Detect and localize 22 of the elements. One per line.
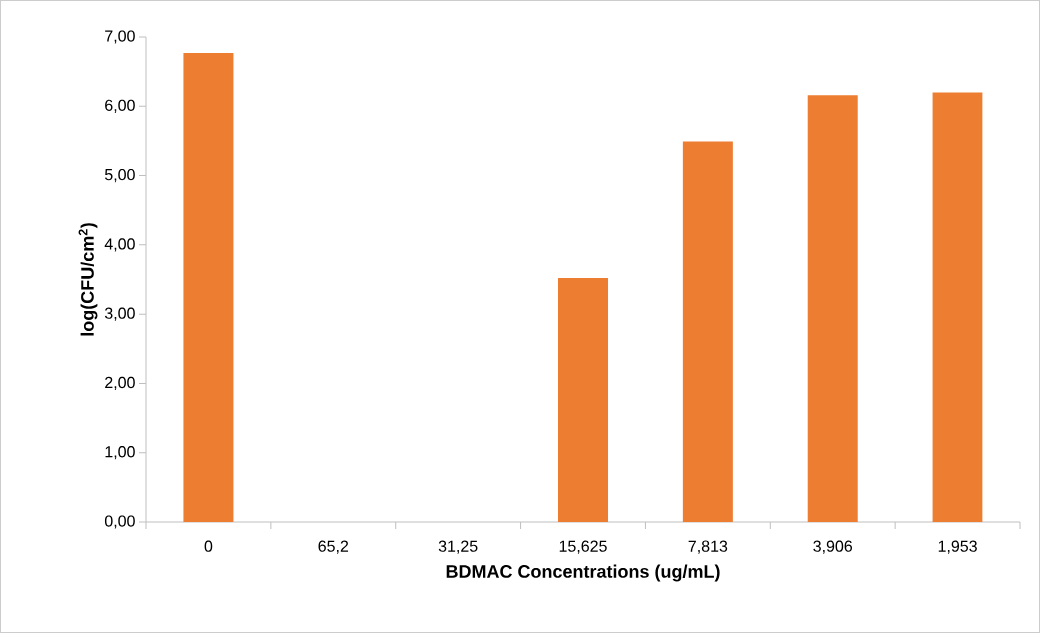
x-tick-label: 15,625: [559, 540, 607, 554]
y-tick-label: 5,00: [104, 168, 135, 183]
bar: [932, 92, 983, 522]
x-tick-label: 1,953: [938, 540, 977, 554]
y-tick-label: 4,00: [104, 238, 135, 252]
x-tick-label: 65,2: [318, 540, 349, 554]
y-tick-label: 7,00: [105, 30, 135, 44]
y-axis-title: log(CFU/cm$^{2}$): [78, 223, 98, 336]
x-tick-label: 0: [204, 540, 213, 552]
y-tick-label: 1,00: [105, 446, 135, 460]
bar: [558, 278, 609, 522]
x-tick-label: 7,813: [688, 540, 728, 554]
bar: [183, 52, 234, 522]
y-tick-label: 6,00: [105, 99, 135, 113]
y-tick-label: 3,00: [104, 307, 135, 321]
x-axis-title: BDMAC Concentrations (ug/mL): [446, 564, 720, 582]
y-tick-label: 2,00: [105, 376, 135, 391]
y-tick-label: 0,00: [104, 515, 135, 529]
x-tick-label: 3,906: [813, 540, 853, 554]
bar: [682, 141, 733, 522]
bar: [807, 95, 858, 522]
x-tick-label: 31,25: [438, 540, 478, 554]
